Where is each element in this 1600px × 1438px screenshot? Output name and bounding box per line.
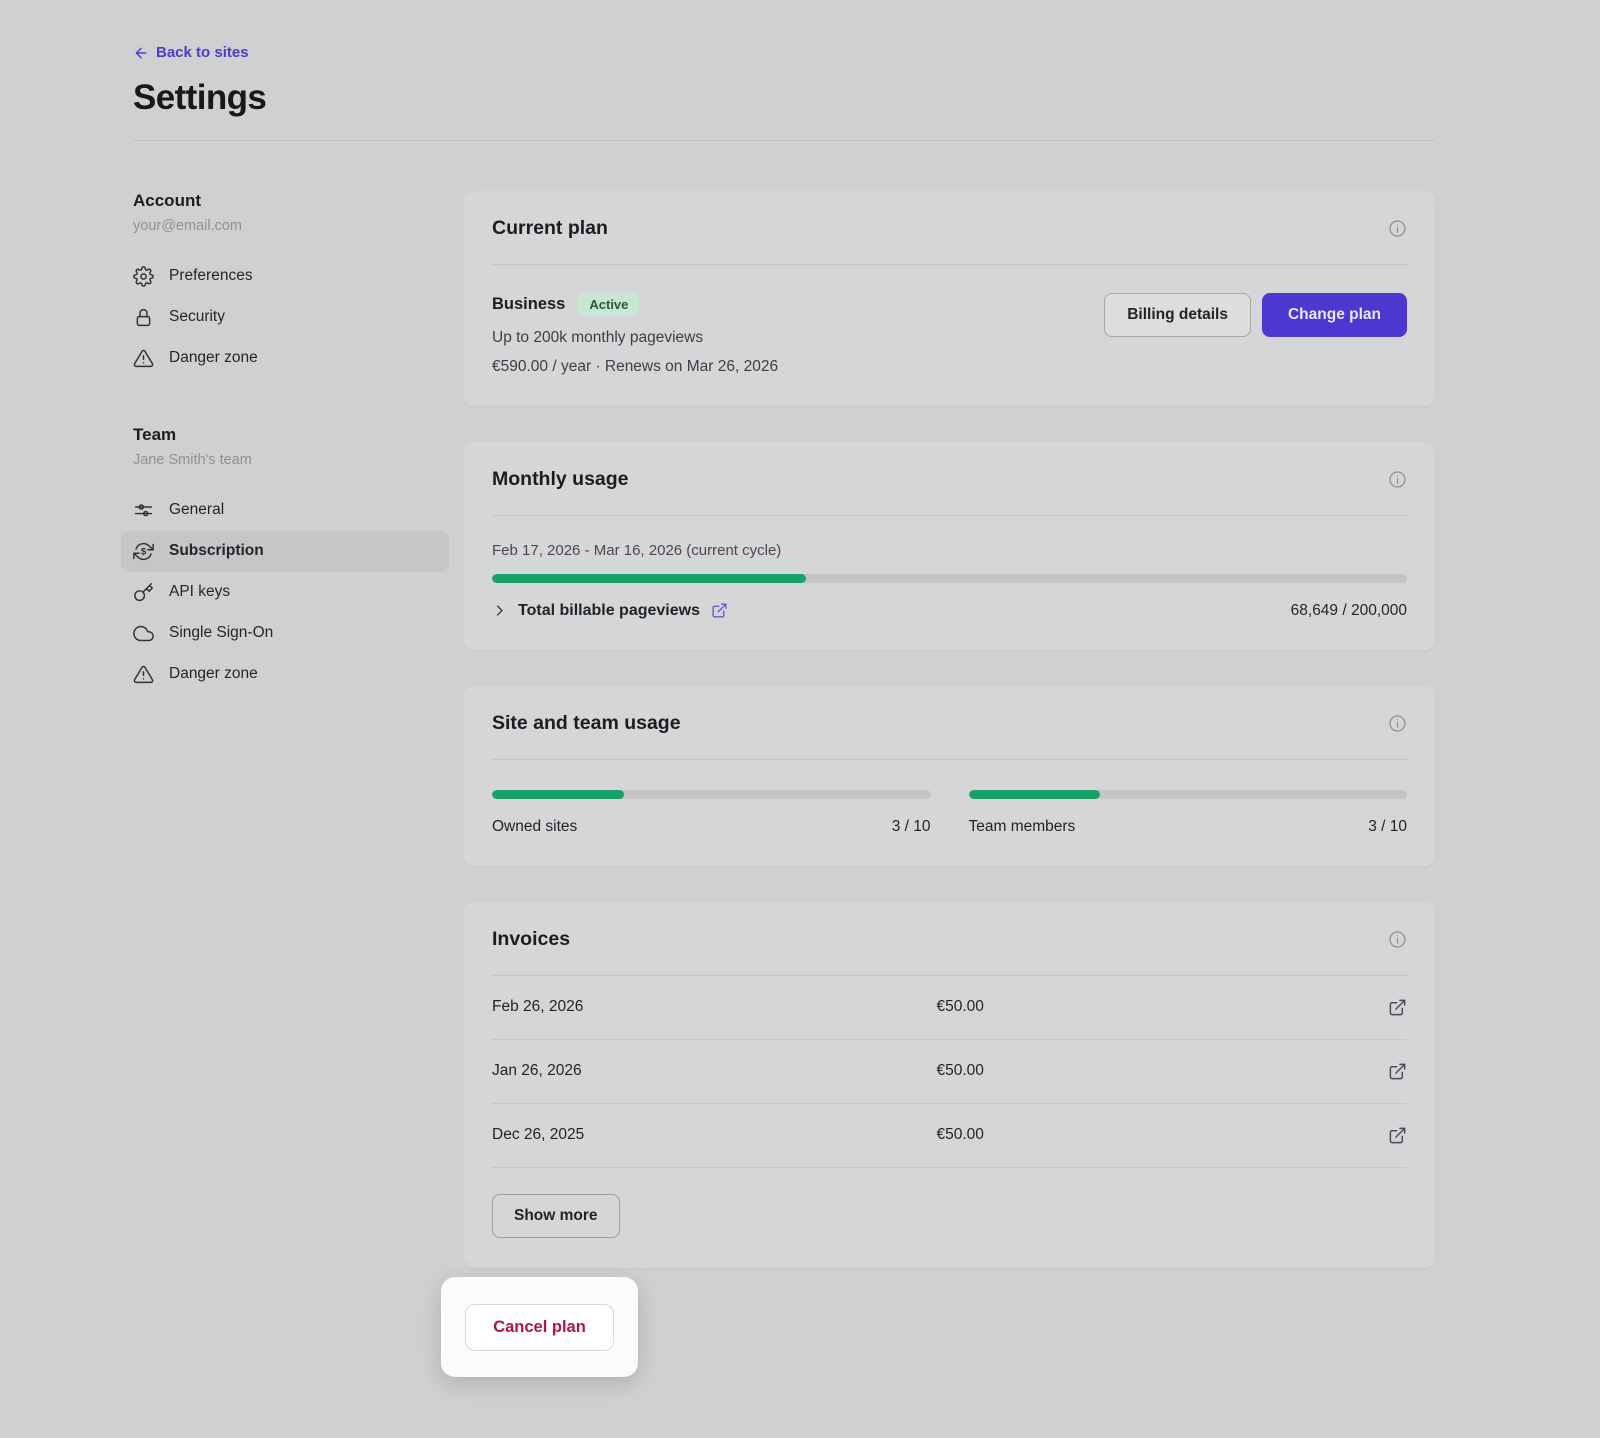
account-section: Account your@email.com Preferences Secur… xyxy=(133,191,439,379)
sidebar-item-single-sign-on[interactable]: Single Sign-On xyxy=(121,613,449,654)
team-nav: General Subscription API keys Single Sig… xyxy=(121,490,449,695)
subscription-icon xyxy=(133,541,154,562)
site-team-usage-title: Site and team usage xyxy=(492,711,681,734)
invoice-row: Jan 26, 2026 €50.00 xyxy=(492,1040,1407,1104)
warning-icon xyxy=(133,348,154,369)
sidebar-item-subscription[interactable]: Subscription xyxy=(121,530,449,572)
settings-sidebar: Account your@email.com Preferences Secur… xyxy=(121,191,449,695)
pageviews-usage-value: 68,649 / 200,000 xyxy=(1290,601,1407,619)
page-title: Settings xyxy=(133,77,267,117)
gear-icon xyxy=(133,265,154,287)
sidebar-item-label: API keys xyxy=(169,583,231,600)
info-icon[interactable] xyxy=(1388,930,1407,949)
sidebar-item-account-danger-zone[interactable]: Danger zone xyxy=(121,338,449,379)
invoices-card: Invoices Feb 26, 2026 €50.00 Jan 26, 202… xyxy=(464,901,1435,1268)
card-divider xyxy=(492,263,1407,265)
site-team-usage-card: Site and team usage Owned sites 3 / 10 xyxy=(464,685,1435,866)
plan-info: Business Active Up to 200k monthly pagev… xyxy=(492,292,779,376)
external-link-icon[interactable] xyxy=(1388,1126,1407,1145)
lock-icon xyxy=(133,307,154,328)
invoice-amount: €50.00 xyxy=(936,998,984,1015)
team-heading: Team xyxy=(133,424,177,444)
external-link-icon[interactable] xyxy=(1388,998,1407,1017)
sidebar-item-label: Security xyxy=(169,308,225,325)
back-to-sites-link[interactable]: Back to sites xyxy=(133,44,249,61)
info-icon[interactable] xyxy=(1388,219,1407,238)
billing-details-button[interactable]: Billing details xyxy=(1104,292,1251,337)
card-divider xyxy=(492,758,1407,760)
invoice-date: Dec 26, 2025 xyxy=(492,1126,585,1143)
settings-main: Current plan Business Active Up to 200k … xyxy=(464,190,1435,1304)
sidebar-item-general[interactable]: General xyxy=(121,490,449,531)
info-icon[interactable] xyxy=(1388,470,1407,489)
arrow-left-icon xyxy=(135,47,147,58)
sliders-icon xyxy=(133,500,154,521)
invoice-amount: €50.00 xyxy=(936,1126,984,1143)
plan-name: Business xyxy=(492,294,566,313)
invoice-row: Dec 26, 2025 €50.00 xyxy=(492,1104,1407,1168)
current-plan-title: Current plan xyxy=(492,216,608,239)
sidebar-item-label: Single Sign-On xyxy=(169,624,274,641)
back-to-sites-label: Back to sites xyxy=(156,44,249,61)
plan-limit-text: Up to 200k monthly pageviews xyxy=(492,328,704,346)
sidebar-item-label: Danger zone xyxy=(169,349,258,366)
status-badge: Active xyxy=(578,292,640,316)
team-section: Team Jane Smith's team General Subscript… xyxy=(121,424,449,695)
team-members-fill xyxy=(968,789,1101,799)
team-name: Jane Smith's team xyxy=(133,451,252,468)
monthly-usage-title: Monthly usage xyxy=(492,467,629,490)
cloud-icon xyxy=(133,623,154,644)
sidebar-item-label: Preferences xyxy=(169,267,253,284)
team-members-value: 3 / 10 xyxy=(1368,817,1407,835)
current-plan-card: Current plan Business Active Up to 200k … xyxy=(464,190,1435,406)
team-members-meter: Team members 3 / 10 xyxy=(968,789,1407,836)
cancel-plan-button[interactable]: Cancel plan xyxy=(465,1303,614,1351)
settings-page: Back to sites Settings Account your@emai… xyxy=(121,44,1435,1304)
team-members-track xyxy=(968,789,1407,799)
sidebar-item-team-danger-zone[interactable]: Danger zone xyxy=(121,654,449,695)
invoice-row: Feb 26, 2026 €50.00 xyxy=(492,976,1407,1040)
pageviews-progress-fill xyxy=(492,573,806,583)
team-members-label: Team members xyxy=(968,817,1076,835)
account-email: your@email.com xyxy=(133,217,242,234)
pageviews-row-label: Total billable pageviews xyxy=(518,601,700,619)
header-divider xyxy=(133,139,1435,141)
warning-icon xyxy=(133,664,154,685)
plan-price-text: €590.00 / year · Renews on Mar 26, 2026 xyxy=(492,357,779,375)
owned-sites-fill xyxy=(492,789,624,799)
owned-sites-meter: Owned sites 3 / 10 xyxy=(492,789,931,836)
sidebar-item-security[interactable]: Security xyxy=(121,297,449,338)
total-billable-pageviews-toggle[interactable]: Total billable pageviews xyxy=(492,602,728,620)
invoice-amount: €50.00 xyxy=(936,1062,984,1079)
info-icon[interactable] xyxy=(1388,714,1407,733)
invoices-title: Invoices xyxy=(492,927,571,950)
sidebar-item-label: General xyxy=(169,501,225,518)
account-heading: Account xyxy=(133,190,201,210)
owned-sites-label: Owned sites xyxy=(492,817,578,835)
external-link-icon[interactable] xyxy=(1388,1062,1407,1081)
change-plan-button[interactable]: Change plan xyxy=(1261,292,1407,337)
owned-sites-value: 3 / 10 xyxy=(891,817,931,835)
billing-cycle-text: Feb 17, 2026 - Mar 16, 2026 (current cyc… xyxy=(492,541,782,559)
show-more-button[interactable]: Show more xyxy=(492,1193,620,1238)
account-nav: Preferences Security Danger zone xyxy=(121,256,449,379)
owned-sites-track xyxy=(492,789,931,799)
card-divider xyxy=(492,974,1407,976)
invoice-date: Feb 26, 2026 xyxy=(492,998,584,1015)
sidebar-item-label: Danger zone xyxy=(169,665,258,682)
sidebar-item-api-keys[interactable]: API keys xyxy=(121,572,449,613)
invoice-date: Jan 26, 2026 xyxy=(492,1062,582,1079)
pageviews-progress-track xyxy=(492,573,1407,583)
sidebar-item-label: Subscription xyxy=(169,542,264,559)
external-link-icon[interactable] xyxy=(711,602,728,619)
sidebar-item-preferences[interactable]: Preferences xyxy=(121,256,449,297)
key-icon xyxy=(133,582,154,603)
monthly-usage-card: Monthly usage Feb 17, 2026 - Mar 16, 202… xyxy=(464,441,1435,650)
card-divider xyxy=(492,514,1407,516)
chevron-right-icon xyxy=(492,603,507,618)
cancel-plan-spotlight: Cancel plan xyxy=(441,1277,638,1377)
